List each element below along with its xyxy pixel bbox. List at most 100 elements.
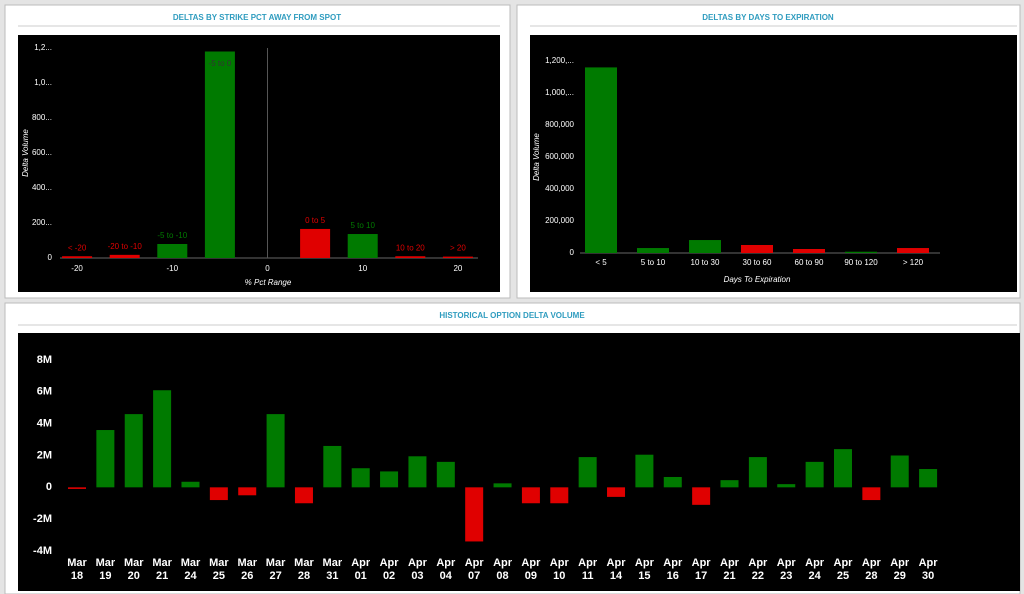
x-tick-label: Apr 29 (890, 557, 910, 582)
x-tick-label: Apr 25 (833, 557, 853, 582)
bar (862, 487, 881, 501)
y-tick-label: 200... (32, 218, 52, 227)
x-tick-label: Mar 20 (123, 557, 144, 582)
y-tick-label: 1,2... (34, 43, 52, 52)
bar (465, 487, 484, 542)
x-axis-title: % Pct Range (245, 278, 292, 287)
x-tick-label: Apr 24 (805, 557, 825, 582)
plot-area (18, 333, 1020, 591)
bar (741, 245, 773, 253)
bar (493, 483, 512, 488)
bar-label: 10 to 20 (396, 243, 425, 252)
bar (607, 487, 626, 497)
bar (720, 480, 739, 488)
x-tick-label: Mar 26 (237, 557, 257, 582)
x-tick-label: 30 to 60 (743, 258, 772, 267)
bar (442, 256, 473, 258)
x-tick-label: 5 to 10 (641, 258, 666, 267)
chart-title: DELTAS BY DAYS TO EXPIRATION (702, 13, 834, 22)
bar (521, 487, 540, 504)
x-tick-label: -20 (71, 264, 83, 273)
x-tick-label: Apr 17 (691, 557, 711, 582)
x-axis-title: Days To Expiration (724, 275, 791, 284)
bar (323, 445, 342, 488)
y-tick-label: 600,000 (545, 152, 574, 161)
y-tick-label: 1,000,... (545, 88, 574, 97)
bar (96, 430, 115, 488)
bar (897, 248, 929, 253)
bar (347, 234, 378, 258)
x-tick-label: Apr 22 (748, 557, 768, 582)
y-tick-label: 400,000 (545, 184, 574, 193)
x-tick-label: Apr 04 (436, 557, 456, 582)
bar (805, 461, 824, 488)
x-tick-label: Apr 15 (634, 557, 654, 582)
bar (793, 249, 825, 253)
x-tick-label: Apr 14 (606, 557, 626, 582)
x-tick-label: Apr 07 (464, 557, 484, 582)
x-tick-label: 0 (265, 264, 270, 273)
bar (777, 484, 796, 488)
bar (408, 456, 427, 488)
bar (153, 390, 172, 488)
y-tick-label: 8M (37, 354, 52, 366)
bar (845, 251, 877, 253)
x-tick-label: Mar 25 (209, 557, 229, 582)
x-tick-label: 90 to 120 (844, 258, 878, 267)
y-tick-label: 1,0... (34, 78, 52, 87)
y-tick-label: 200,000 (545, 216, 574, 225)
bar (351, 468, 370, 488)
x-tick-label: Apr 03 (407, 557, 427, 582)
x-tick-label: Apr 28 (861, 557, 881, 582)
bar (300, 228, 331, 258)
bar (209, 487, 228, 501)
x-tick-label: Apr 10 (549, 557, 569, 582)
y-tick-label: 600... (32, 148, 52, 157)
y-tick-label: 0 (46, 481, 52, 493)
x-tick-label: Apr 16 (663, 557, 683, 582)
x-tick-label: Apr 23 (776, 557, 796, 582)
bar (689, 240, 721, 253)
x-tick-label: > 120 (903, 258, 924, 267)
bar (585, 67, 617, 254)
y-tick-label: 2M (37, 449, 52, 461)
y-tick-label: -4M (33, 545, 52, 557)
bar (550, 487, 569, 504)
bar (62, 256, 93, 258)
x-tick-label: Mar 28 (294, 557, 314, 582)
bar (380, 471, 399, 488)
bar (637, 248, 669, 253)
y-tick-label: -2M (33, 513, 52, 525)
x-tick-label: Apr 01 (351, 557, 371, 582)
x-tick-label: Mar 24 (180, 557, 201, 582)
bar (748, 457, 767, 488)
bar (919, 469, 938, 488)
x-tick-label: Apr 09 (521, 557, 541, 582)
bar (124, 414, 143, 488)
y-tick-label: 6M (37, 386, 52, 398)
bar (578, 457, 597, 488)
bar (692, 487, 711, 505)
x-tick-label: Apr 08 (493, 557, 513, 582)
bar (663, 476, 682, 488)
bar-label: 5 to 10 (350, 221, 375, 230)
x-tick-label: Apr 02 (379, 557, 399, 582)
bar (833, 449, 852, 488)
bar (157, 244, 188, 258)
bar (266, 414, 285, 488)
bar-label: 0 to 5 (305, 216, 326, 225)
bar-label: < -20 (68, 243, 87, 252)
chart-title: HISTORICAL OPTION DELTA VOLUME (439, 311, 585, 320)
chart-title: DELTAS BY STRIKE PCT AWAY FROM SPOT (173, 13, 341, 22)
x-tick-label: < 5 (595, 258, 607, 267)
x-tick-label: Mar 21 (152, 557, 172, 582)
y-tick-label: 800,000 (545, 120, 574, 129)
x-tick-label: 20 (453, 264, 462, 273)
y-tick-label: 400... (32, 183, 52, 192)
x-tick-label: Mar 19 (95, 557, 116, 582)
x-tick-label: 10 to 30 (691, 258, 720, 267)
y-tick-label: 800... (32, 113, 52, 122)
bar (436, 461, 455, 488)
